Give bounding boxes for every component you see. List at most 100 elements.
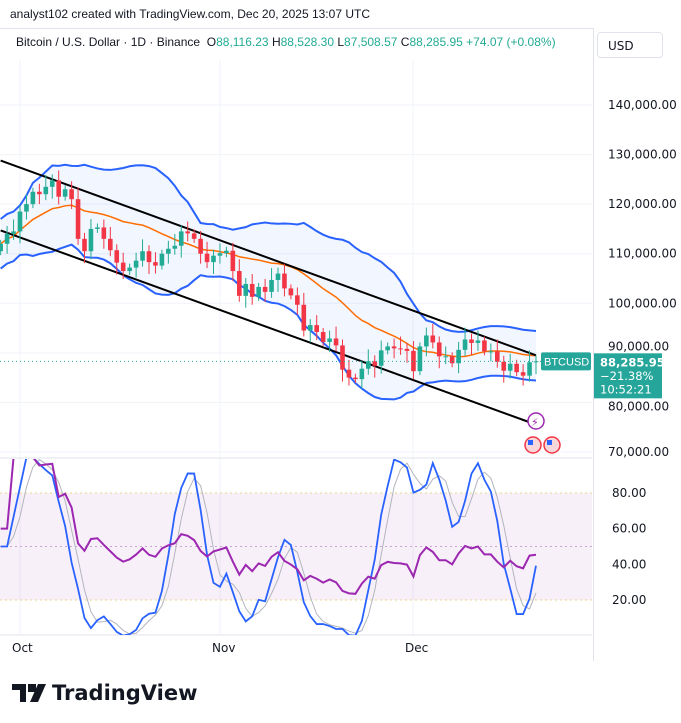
candle-body <box>314 325 319 333</box>
candle-body <box>488 351 494 353</box>
candle-body <box>108 238 113 251</box>
candle-body <box>224 250 229 254</box>
candle-body <box>159 253 165 266</box>
flag-canton <box>547 440 552 445</box>
candle-body <box>501 361 507 371</box>
flash-glyph: ⚡ <box>531 416 539 429</box>
candle-body <box>327 338 332 342</box>
candle-body <box>269 279 274 292</box>
candle-body <box>475 340 481 343</box>
candle-body <box>359 368 365 380</box>
candle-body <box>237 271 242 296</box>
candle-body <box>424 335 429 347</box>
candle-body <box>198 238 203 254</box>
candle-body <box>514 363 519 373</box>
candle-body <box>436 342 442 357</box>
close-value: 88,285.95 <box>409 35 463 49</box>
stoch-d-line <box>0 459 537 635</box>
candle-body <box>43 186 49 195</box>
candle-body <box>230 250 236 272</box>
trendline <box>0 159 537 357</box>
price-tick: 110,000.00 <box>608 247 677 261</box>
candle-body <box>0 243 3 252</box>
price-tag-text: 88,285.95 <box>600 355 665 369</box>
candle-body <box>11 231 16 234</box>
tv-logo-icon <box>12 684 46 702</box>
candle-body <box>275 273 281 280</box>
candle-body <box>378 350 384 366</box>
candle-body <box>346 369 352 378</box>
candle-body <box>178 231 184 246</box>
candle-body <box>185 231 190 234</box>
candle-body <box>249 283 255 297</box>
trendline <box>0 229 530 424</box>
candle-body <box>140 251 145 261</box>
candle-body <box>372 361 378 366</box>
candle-body <box>17 211 23 232</box>
candle-body <box>37 191 42 195</box>
price-tick: 120,000.00 <box>608 197 677 211</box>
flag-canton <box>528 440 533 445</box>
price-tag <box>594 353 662 399</box>
ticker-tag-text: BTCUSD <box>544 356 589 368</box>
candle-body <box>507 363 513 371</box>
price-tag-text: −21.38% <box>600 369 654 383</box>
candle-body <box>211 255 216 263</box>
bb-lower <box>0 243 537 401</box>
open-value: 88,116.23 <box>216 35 269 49</box>
rsi-line <box>0 459 537 595</box>
date-tick: Dec <box>405 641 428 655</box>
bb-upper <box>0 163 537 333</box>
candle-body <box>456 349 461 364</box>
symbol-name[interactable]: Bitcoin / U.S. Dollar · 1D · Binance <box>16 35 201 49</box>
ticker-tag <box>541 352 591 371</box>
stoch-k-line <box>0 459 537 635</box>
candle-body <box>75 199 81 239</box>
main-pane <box>0 159 539 424</box>
tradingview-logo[interactable]: TradingView <box>12 681 197 705</box>
low-value: 87,508.57 <box>344 35 398 49</box>
brand-name: TradingView <box>52 681 198 705</box>
candle-body <box>243 283 249 296</box>
candle-body <box>127 267 132 272</box>
candle-body <box>114 250 120 263</box>
price-tick: 100,000.00 <box>608 296 677 310</box>
candle-body <box>288 288 294 296</box>
chart-frame <box>0 28 594 661</box>
change-value: +74.07 (+0.08%) <box>466 35 556 49</box>
high-value: 88,528.30 <box>280 35 334 49</box>
candle-body <box>88 228 94 252</box>
candle-body <box>24 204 29 212</box>
candle-body <box>282 273 287 289</box>
price-tick: 90,000.00 <box>608 339 669 353</box>
price-tick: 70,000.00 <box>608 445 669 459</box>
price-tick: 130,000.00 <box>608 148 677 162</box>
low-label: L <box>337 35 345 49</box>
osc-tick: 20.00 <box>612 593 646 607</box>
bb-basis <box>0 204 537 358</box>
credit-line: analyst102 created with TradingView.com,… <box>10 7 370 21</box>
symbol-legend: Bitcoin / U.S. Dollar · 1D · Binance O88… <box>16 35 556 49</box>
currency-button[interactable]: USD <box>597 32 663 58</box>
osc-tick: 60.00 <box>612 522 646 536</box>
high-label: H <box>271 35 281 49</box>
open-label: O <box>206 35 217 49</box>
candle-body <box>449 356 455 364</box>
date-tick: Oct <box>12 641 33 655</box>
bb-fill <box>0 164 536 400</box>
candle-body <box>469 339 474 343</box>
candle-body <box>391 346 397 349</box>
candle-body <box>295 295 300 305</box>
candle-body <box>62 189 68 197</box>
price-tick: 80,000.00 <box>608 399 669 413</box>
candle-body <box>95 227 100 229</box>
event-flash-icon <box>527 412 545 430</box>
candle-body <box>56 180 61 197</box>
candle-body <box>333 338 339 346</box>
candle-body <box>404 348 410 351</box>
candle-body <box>262 286 268 292</box>
candle-body <box>69 189 74 200</box>
osc-tick: 80.00 <box>612 486 646 500</box>
